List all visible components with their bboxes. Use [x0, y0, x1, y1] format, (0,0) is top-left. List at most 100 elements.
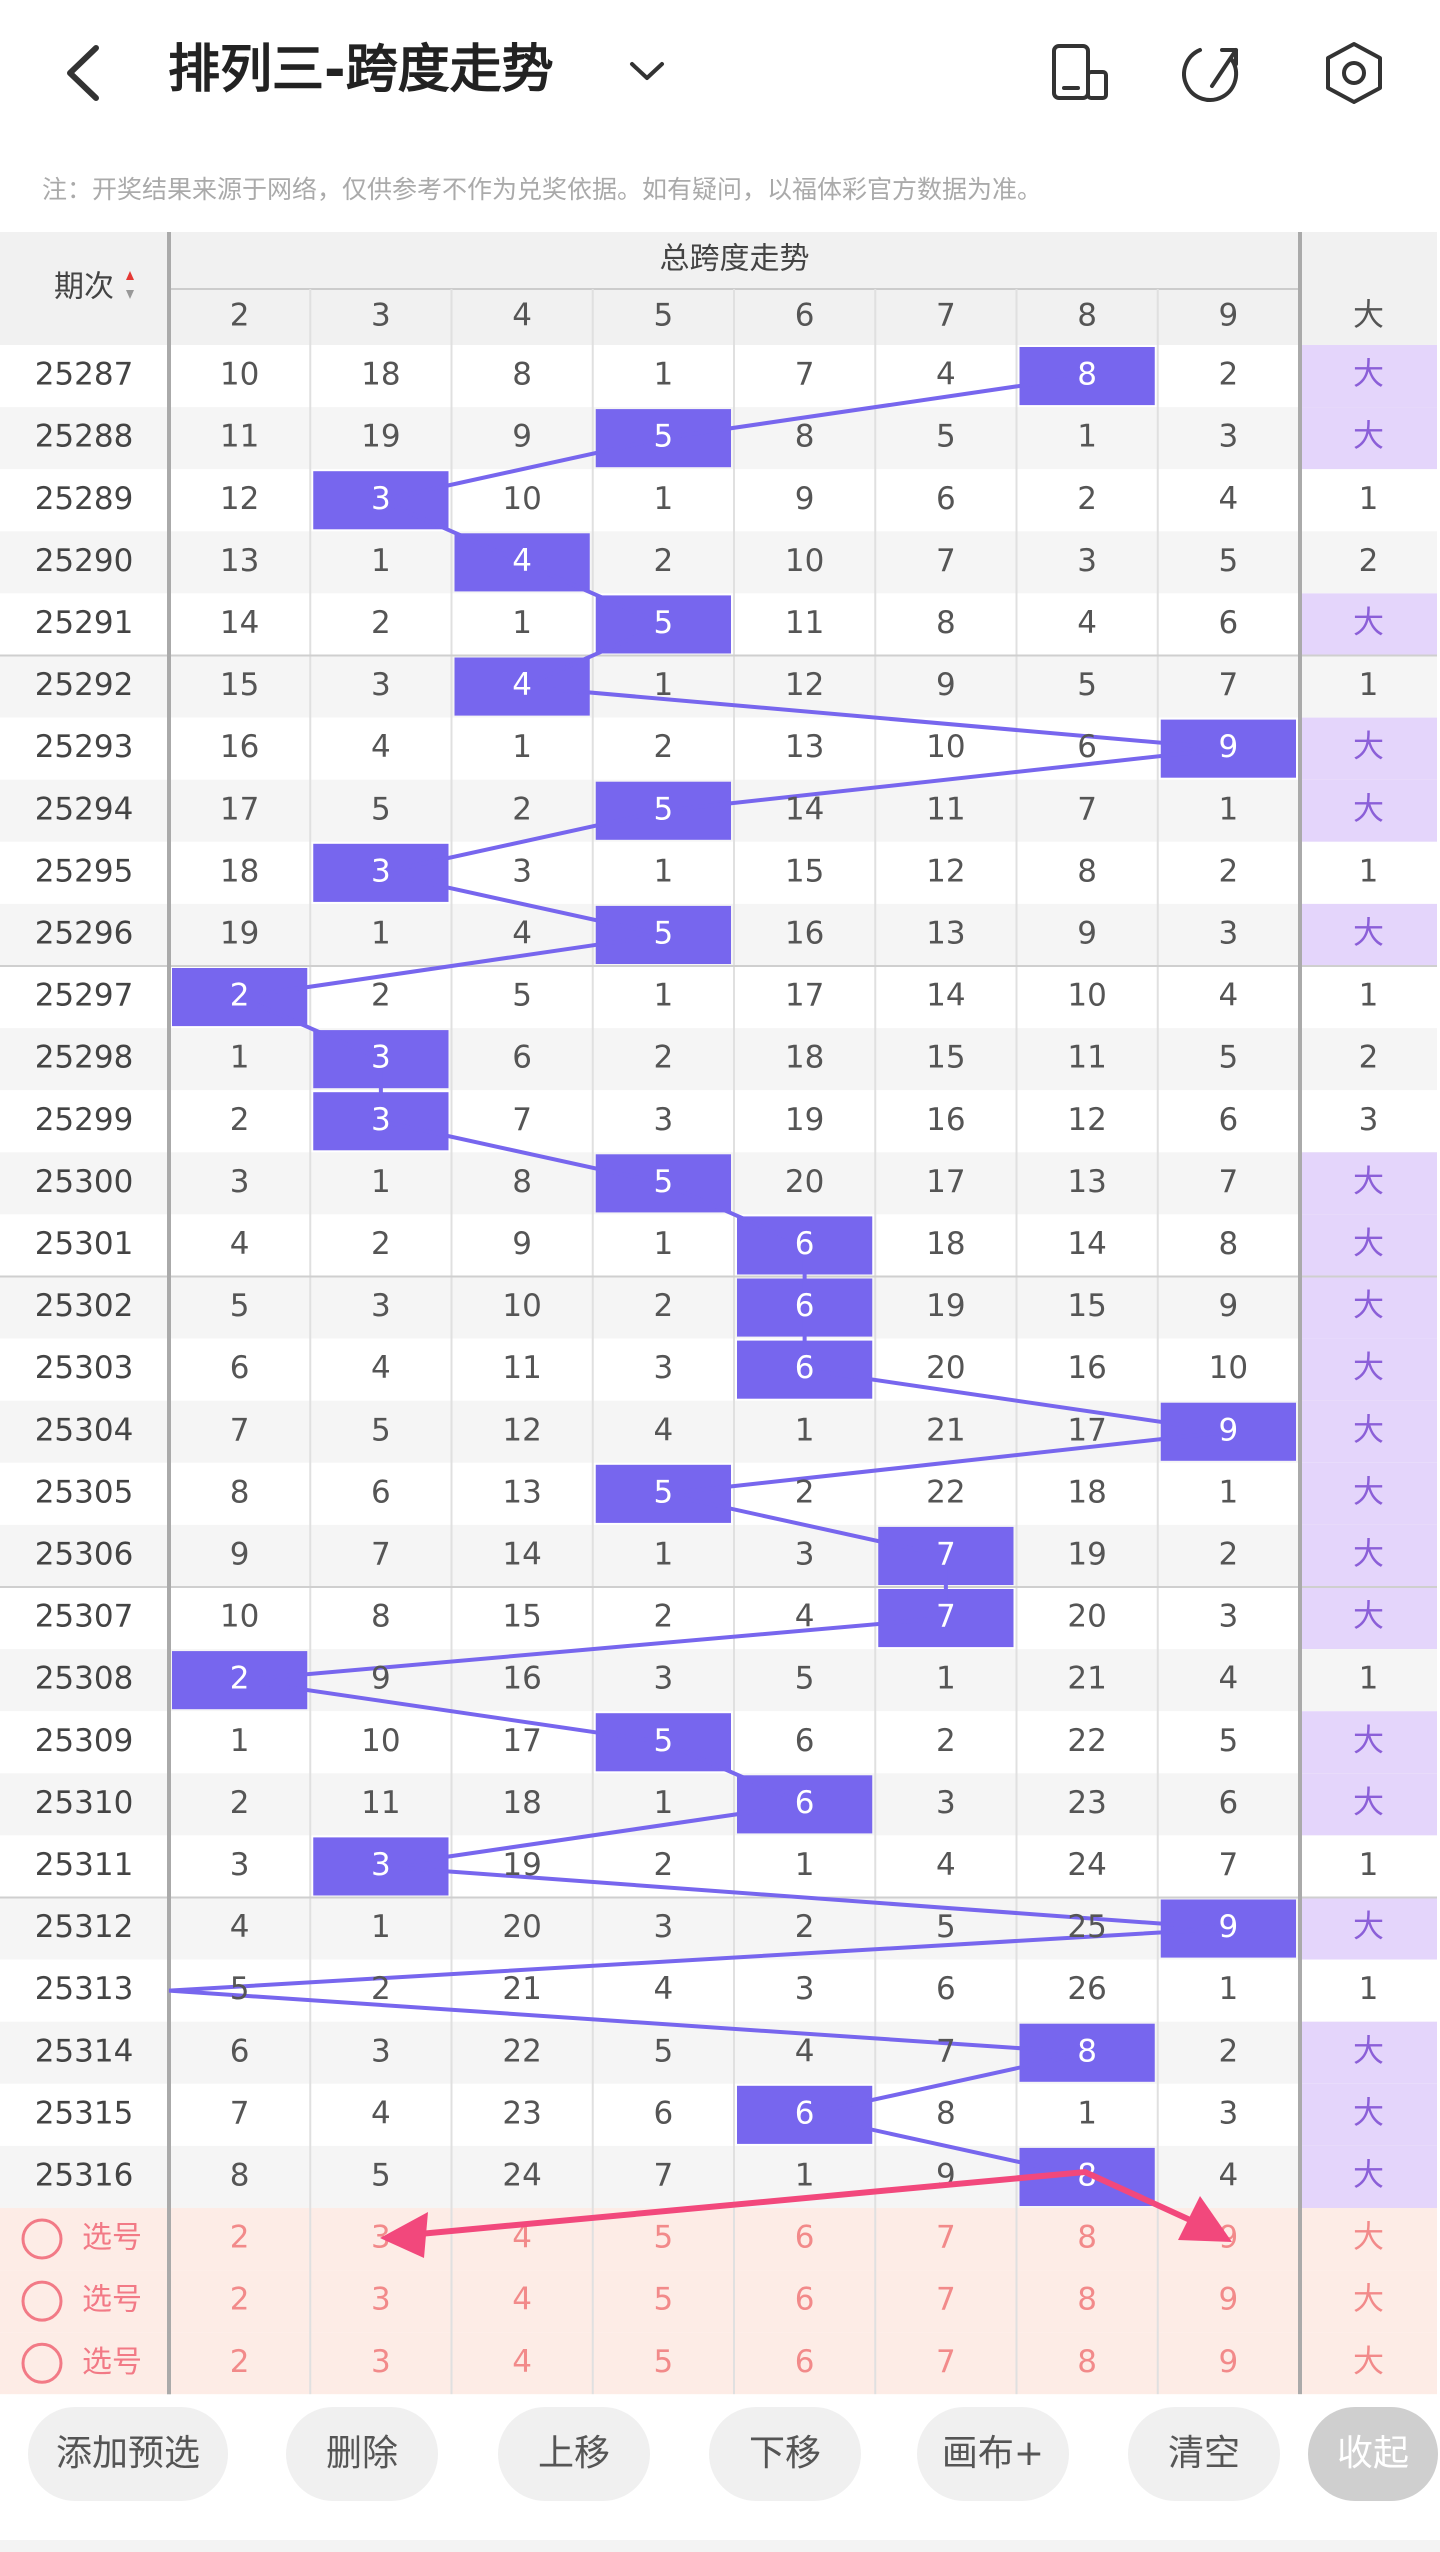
pick-cell[interactable]: 6 — [795, 2220, 815, 2256]
pick-cell[interactable]: 7 — [936, 2282, 956, 2318]
pick-cell[interactable]: 8 — [1077, 2282, 1097, 2318]
cell: 12 — [220, 481, 259, 517]
big-cell-bg — [1300, 1214, 1437, 1277]
cell: 1 — [795, 2157, 815, 2193]
button[interactable] — [1308, 2407, 1438, 2501]
cell: 20 — [785, 1164, 824, 1200]
button[interactable] — [286, 2407, 438, 2501]
cell: 4 — [936, 1847, 956, 1883]
button[interactable] — [1128, 2407, 1280, 2501]
button-label[interactable]: 收起 — [1337, 2433, 1409, 2474]
big-cell-bg — [1300, 903, 1437, 966]
issue: 25310 — [35, 1785, 134, 1821]
button-label[interactable]: 清空 — [1168, 2433, 1240, 2474]
pick-cell[interactable]: 4 — [512, 2344, 532, 2380]
issue: 25299 — [35, 1102, 134, 1138]
cell: 4 — [512, 667, 532, 703]
big-cell: 1 — [1359, 481, 1379, 517]
cell: 3 — [371, 667, 391, 703]
big-cell: 大 — [1353, 1599, 1384, 1635]
cell: 10 — [502, 481, 541, 517]
cell: 19 — [785, 1102, 824, 1138]
pick-cell[interactable]: 3 — [371, 2282, 391, 2318]
disclaimer: 注：开奖结果来源于网络，仅供参考不作为兑奖依据。如有疑问，以福体彩官方数据为准。 — [42, 175, 1042, 204]
issue: 25313 — [35, 1971, 134, 2007]
cell: 2 — [795, 1909, 815, 1945]
dropdown[interactable] — [630, 62, 664, 80]
pick-big[interactable]: 大 — [1353, 2344, 1384, 2380]
button-label[interactable]: 添加预选 — [56, 2433, 200, 2474]
big-cell-bg — [1300, 345, 1437, 408]
back-button[interactable] — [67, 45, 99, 101]
pick-cell[interactable]: 3 — [371, 2344, 391, 2380]
share-icon[interactable] — [1182, 48, 1238, 102]
bottom-strip — [0, 2540, 1440, 2552]
issue: 25304 — [35, 1412, 134, 1448]
pick-cell[interactable]: 7 — [936, 2220, 956, 2256]
settings-icon[interactable] — [1326, 42, 1382, 104]
button-label[interactable]: 下移 — [749, 2433, 821, 2474]
pick-radio[interactable] — [21, 2218, 63, 2260]
cell: 1 — [654, 853, 674, 889]
button-label[interactable]: 上移 — [538, 2433, 610, 2474]
cell: 4 — [230, 1909, 250, 1945]
cell: 22 — [502, 2033, 541, 2069]
trend-line — [168, 374, 1229, 2179]
column-header: 9 — [1219, 298, 1239, 334]
button[interactable] — [709, 2407, 861, 2501]
pick-cell[interactable]: 4 — [512, 2282, 532, 2318]
cell: 14 — [785, 791, 824, 827]
column-header: 2 — [230, 298, 250, 334]
pick-cell[interactable]: 5 — [654, 2220, 674, 2256]
cell: 13 — [1067, 1164, 1106, 1200]
column-header: 7 — [936, 298, 956, 334]
cell: 19 — [502, 1847, 541, 1883]
button-label[interactable]: 删除 — [326, 2433, 398, 2474]
cell: 6 — [936, 481, 956, 517]
pick-cell[interactable]: 6 — [795, 2282, 815, 2318]
big-cell: 大 — [1353, 1288, 1384, 1324]
button[interactable] — [498, 2407, 650, 2501]
cell: 4 — [1077, 605, 1097, 641]
row-bg — [0, 2083, 1437, 2146]
cell: 5 — [654, 791, 674, 827]
pick-big[interactable]: 大 — [1353, 2282, 1384, 2318]
cell: 7 — [936, 1536, 956, 1572]
cell: 10 — [502, 1288, 541, 1324]
pick-radio[interactable] — [21, 2280, 63, 2322]
button[interactable] — [28, 2407, 228, 2501]
pick-cell[interactable]: 2 — [230, 2220, 250, 2256]
pick-label: 选号 — [82, 2345, 142, 2380]
button[interactable] — [917, 2407, 1069, 2501]
pick-cell[interactable]: 8 — [1077, 2344, 1097, 2380]
cell: 1 — [795, 1847, 815, 1883]
pick-cell[interactable]: 9 — [1219, 2282, 1239, 2318]
row-bg — [0, 1028, 1437, 1091]
cell: 8 — [1077, 853, 1097, 889]
layout-icon[interactable] — [1052, 44, 1108, 100]
pick-cell[interactable]: 5 — [654, 2282, 674, 2318]
pick-cell[interactable]: 2 — [230, 2282, 250, 2318]
pick-cell[interactable]: 8 — [1077, 2220, 1097, 2256]
cell: 13 — [926, 915, 965, 951]
cell: 11 — [502, 1350, 541, 1386]
pick-cell[interactable]: 7 — [936, 2344, 956, 2380]
cell: 3 — [1219, 2095, 1239, 2131]
pick-cell[interactable]: 4 — [512, 2220, 532, 2256]
pick-cell[interactable]: 9 — [1219, 2344, 1239, 2380]
pick-cell[interactable]: 6 — [795, 2344, 815, 2380]
cell: 2 — [654, 1847, 674, 1883]
pick-big[interactable]: 大 — [1353, 2220, 1384, 2256]
cell: 26 — [1067, 1971, 1106, 2007]
cell: 2 — [1219, 357, 1239, 393]
pick-radio[interactable] — [21, 2342, 63, 2384]
big-cell: 1 — [1359, 853, 1379, 889]
pick-cell[interactable]: 5 — [654, 2344, 674, 2380]
cell: 25 — [1067, 1909, 1106, 1945]
cell: 2 — [1219, 1536, 1239, 1572]
pick-cell[interactable]: 2 — [230, 2344, 250, 2380]
cell: 17 — [926, 1164, 965, 1200]
issue: 25305 — [35, 1474, 134, 1510]
cell: 9 — [1219, 1909, 1239, 1945]
button-label[interactable]: 画布+ — [942, 2433, 1044, 2474]
